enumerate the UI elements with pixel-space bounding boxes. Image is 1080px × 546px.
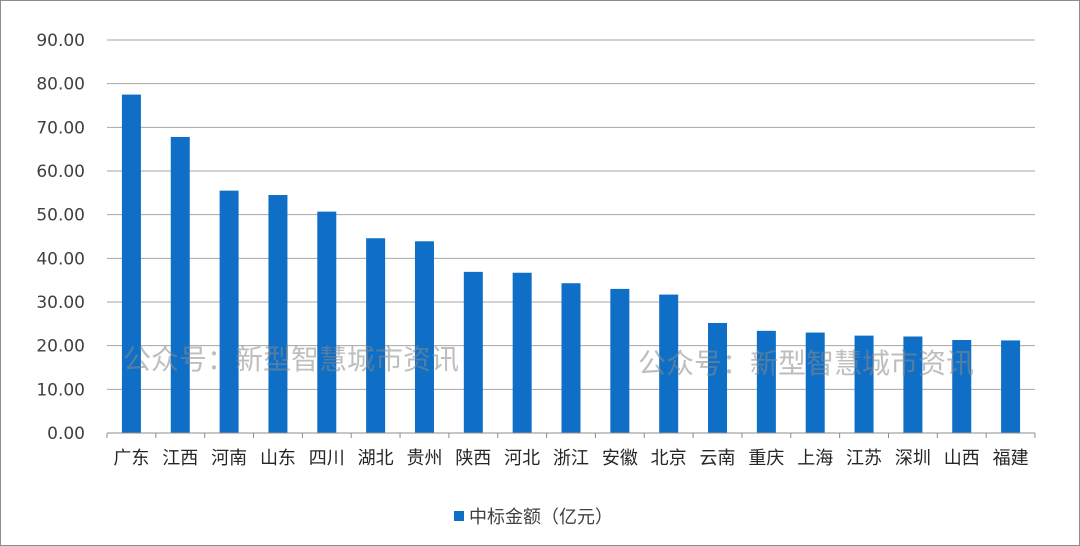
bar bbox=[903, 336, 923, 433]
x-category-label: 贵州 bbox=[406, 448, 442, 469]
y-tick-label: 90.00 bbox=[36, 31, 85, 51]
x-category-label: 浙江 bbox=[553, 448, 589, 469]
bar bbox=[659, 294, 679, 433]
y-tick-label: 60.00 bbox=[36, 162, 85, 182]
legend-label: 中标金额（亿元） bbox=[469, 507, 613, 528]
bar bbox=[268, 195, 288, 433]
bar bbox=[317, 211, 337, 433]
x-category-label: 陕西 bbox=[455, 448, 491, 469]
x-category-label: 山西 bbox=[944, 448, 980, 469]
x-category-label: 安徽 bbox=[602, 448, 638, 469]
x-category-label: 广东 bbox=[113, 448, 149, 469]
x-category-label: 北京 bbox=[651, 448, 687, 469]
bar bbox=[756, 330, 776, 433]
x-category-label: 上海 bbox=[797, 448, 833, 469]
x-category-label: 河北 bbox=[504, 448, 540, 469]
y-tick-label: 30.00 bbox=[36, 293, 85, 313]
bar bbox=[121, 94, 141, 433]
bar bbox=[952, 339, 972, 433]
x-category-label: 福建 bbox=[993, 448, 1029, 469]
bar bbox=[561, 283, 581, 433]
x-category-label: 湖北 bbox=[358, 448, 394, 469]
bar bbox=[366, 238, 386, 433]
grid-lines bbox=[107, 39, 1035, 390]
legend-swatch bbox=[454, 511, 464, 521]
x-category-label: 河南 bbox=[211, 448, 247, 469]
bar bbox=[219, 190, 239, 433]
bar bbox=[414, 241, 434, 433]
y-tick-label: 40.00 bbox=[36, 249, 85, 269]
x-category-label: 山东 bbox=[260, 448, 296, 469]
y-tick-label: 80.00 bbox=[36, 75, 85, 95]
bar bbox=[854, 335, 874, 433]
x-category-label: 四川 bbox=[309, 448, 345, 469]
bar bbox=[805, 332, 825, 433]
x-category-label: 深圳 bbox=[895, 448, 931, 469]
y-tick-label: 50.00 bbox=[36, 206, 85, 226]
watermark-text: 公众号：新型智慧城市资讯 bbox=[123, 343, 459, 376]
bar bbox=[1001, 340, 1021, 433]
y-tick-label: 20.00 bbox=[36, 337, 85, 357]
bar bbox=[512, 272, 532, 433]
x-category-label: 云南 bbox=[700, 448, 736, 469]
y-tick-label: 10.00 bbox=[36, 380, 85, 400]
bar bbox=[708, 322, 728, 433]
y-tick-label: 70.00 bbox=[36, 118, 85, 138]
x-category-label: 江苏 bbox=[846, 448, 882, 469]
x-category-label: 重庆 bbox=[748, 448, 784, 469]
watermark-text: 公众号：新型智慧城市资讯 bbox=[638, 347, 974, 380]
legend: 中标金额（亿元） bbox=[454, 507, 613, 528]
x-category-label: 江西 bbox=[162, 448, 198, 469]
bar bbox=[170, 136, 190, 433]
bars bbox=[121, 94, 1021, 433]
bar bbox=[463, 271, 483, 433]
y-axis-ticks: 0.00 10.00 20.00 30.00 40.00 50.00 60.00 70.00 8… bbox=[36, 31, 85, 444]
y-tick-label: 0.00 bbox=[47, 424, 85, 444]
x-axis-category-labels: 广东 江西 河南 山东 四川 湖北 贵州 陕西 河北 浙江 安徽 北京 云南 重庆 上海 江苏 深圳 山西 福建 bbox=[106, 433, 1036, 469]
bar bbox=[610, 288, 630, 433]
